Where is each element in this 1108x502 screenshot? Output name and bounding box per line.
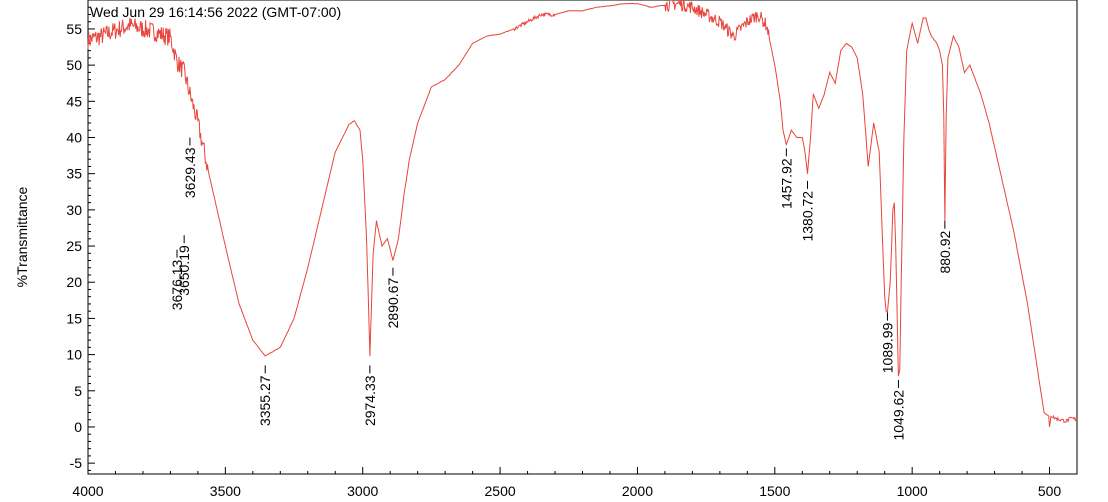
x-tick-label: 500 (1038, 483, 1062, 499)
peak-label: 1089.99 (879, 322, 895, 373)
y-tick-label: 5 (74, 383, 82, 399)
y-tick-label: 10 (66, 347, 82, 363)
peak-label: 880.92 (937, 231, 953, 274)
y-axis-ticks: -5 0 5 10 15 20 25 30 35 40 45 50 55 (66, 6, 95, 471)
chart-title: Wed Jun 29 16:14:56 2022 (GMT-07:00) (90, 4, 341, 20)
y-tick-label: 55 (66, 21, 82, 37)
peak-label: 1380.72 (799, 191, 815, 242)
y-tick-label: 0 (74, 419, 82, 435)
x-tick-label: 3500 (210, 483, 241, 499)
spectrum-line (87, 0, 1078, 427)
peak-label: 2974.33 (362, 375, 378, 426)
y-tick-label: -5 (70, 455, 83, 471)
y-tick-label: 50 (66, 57, 82, 73)
x-tick-label: 3000 (347, 483, 378, 499)
peak-label: 2890.67 (385, 278, 401, 329)
peak-label: 3629.43 (182, 147, 198, 198)
x-tick-label: 2000 (622, 483, 653, 499)
y-tick-label: 20 (66, 274, 82, 290)
y-tick-label: 35 (66, 166, 82, 182)
peak-label: 3650.19 (176, 245, 192, 296)
y-tick-label: 30 (66, 202, 82, 218)
peak-label: 1457.92 (778, 158, 794, 209)
y-axis-label: %Transmittance (14, 186, 30, 287)
x-tick-label: 4000 (72, 483, 103, 499)
y-tick-label: 45 (66, 93, 82, 109)
y-tick-label: 15 (66, 310, 82, 326)
x-tick-label: 1500 (759, 483, 790, 499)
y-tick-label: 25 (66, 238, 82, 254)
x-tick-label: 1000 (897, 483, 928, 499)
peak-label: 3676.13 (169, 259, 185, 310)
plot-frame (87, 0, 1078, 475)
x-tick-label: 2500 (485, 483, 516, 499)
y-tick-label: 40 (66, 129, 82, 145)
peak-label: 1049.62 (890, 390, 906, 441)
peak-label: 3355.27 (257, 375, 273, 426)
x-axis-ticks: 4000 3500 3000 2500 2000 1500 1000 500 (72, 467, 1078, 499)
